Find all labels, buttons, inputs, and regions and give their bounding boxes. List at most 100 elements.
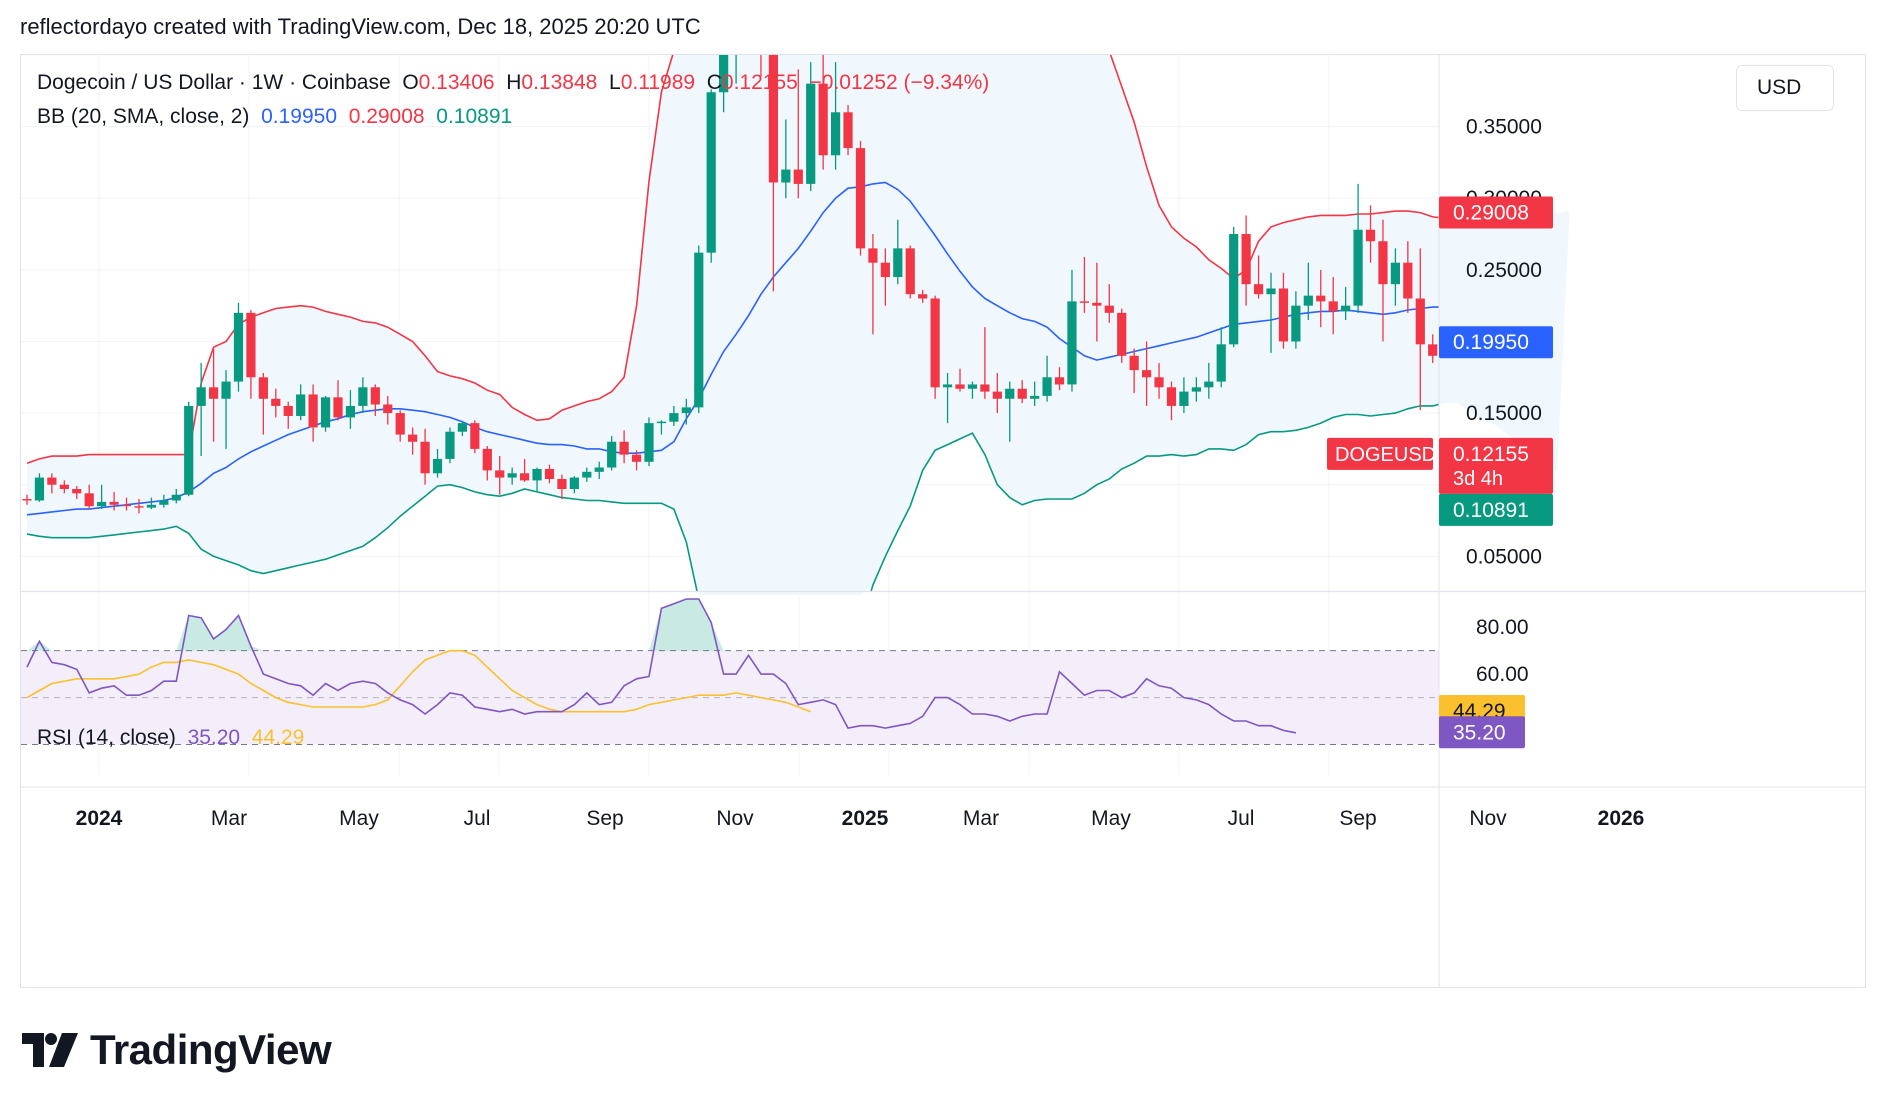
candle — [582, 467, 592, 482]
candle — [345, 390, 356, 429]
tradingview-logo-icon — [22, 1033, 78, 1067]
candle — [905, 245, 915, 299]
candle-body — [395, 413, 405, 435]
lower-band-badge: 0.10891 — [1453, 499, 1529, 522]
bollinger-lower-value: 0.10891 — [436, 105, 513, 128]
candle — [1092, 262, 1102, 342]
candle-body — [383, 404, 393, 414]
bollinger-legend[interactable]: BB (20, SMA, close, 2) 0.19950 0.29008 0… — [37, 105, 512, 129]
candle-body — [1428, 344, 1438, 356]
candle — [1278, 272, 1289, 349]
candle-body — [557, 478, 567, 490]
countdown-badge: 3d 4h — [1453, 468, 1503, 490]
candle — [694, 245, 704, 414]
candle — [520, 458, 530, 482]
candle-body — [893, 248, 903, 278]
candle-body — [880, 262, 890, 278]
candle — [408, 427, 418, 455]
symbol-title: Dogecoin / US Dollar · 1W · Coinbase — [37, 71, 391, 94]
candle-body — [1079, 301, 1089, 303]
candle-body — [818, 83, 828, 156]
candle-body — [320, 397, 331, 428]
candle — [59, 480, 69, 494]
candle — [1415, 248, 1425, 411]
symbol-tag: DOGEUSD — [1335, 444, 1436, 466]
candle — [271, 388, 281, 418]
bollinger-lines — [26, 55, 1439, 591]
upper-band-badge-bg — [1439, 196, 1553, 229]
bollinger-upper-line — [26, 55, 1439, 464]
candle — [631, 450, 642, 471]
candle-body — [1129, 355, 1139, 371]
candle-body — [719, 55, 729, 93]
candle — [482, 446, 492, 481]
candle-body — [1017, 388, 1027, 399]
candle-body — [308, 394, 318, 428]
candle-body — [258, 377, 268, 399]
candle — [209, 348, 219, 442]
candle-body — [905, 248, 915, 295]
candle — [706, 89, 716, 263]
symbol-legend: Dogecoin / US Dollar · 1W · Coinbase O0.… — [37, 71, 989, 95]
time-tick-label: May — [339, 807, 379, 830]
candle — [1291, 291, 1301, 349]
candle-body — [171, 494, 181, 501]
candle-body — [607, 441, 617, 468]
price-tick-label: 0.35000 — [1466, 116, 1542, 139]
candle — [1353, 183, 1363, 313]
candle — [1067, 269, 1077, 392]
candle — [719, 55, 729, 113]
rsi-tick-label: 80.00 — [1476, 616, 1529, 639]
candle — [159, 494, 169, 508]
candle — [283, 401, 293, 429]
candle — [34, 473, 45, 502]
close-label: C — [706, 71, 722, 94]
open-value: 0.13406 — [418, 71, 495, 94]
candle-body — [1229, 234, 1239, 345]
candle-body — [1092, 302, 1102, 306]
time-tick-label: Jul — [1228, 807, 1255, 830]
candle-body — [333, 397, 343, 418]
candle-body — [582, 471, 592, 478]
rsi-legend[interactable]: RSI (14, close) 35.20 44.29 — [37, 726, 304, 750]
candle — [1154, 362, 1164, 399]
candle-body — [84, 493, 94, 507]
candle — [669, 405, 679, 426]
candle-body — [1278, 288, 1289, 342]
candle-body — [358, 387, 368, 406]
candle — [1428, 334, 1438, 363]
candle-body — [669, 413, 679, 422]
candle-body — [793, 169, 803, 184]
candle — [22, 494, 32, 505]
candle — [121, 497, 132, 511]
candle — [420, 428, 430, 485]
candle — [320, 395, 331, 432]
candle-body — [1341, 305, 1351, 312]
candle — [109, 491, 119, 511]
candle-body — [1328, 301, 1338, 312]
rsi-axis-ticks: 80.00 60.00 — [1476, 616, 1529, 686]
candle — [333, 380, 343, 421]
candle-body — [532, 468, 542, 481]
currency-selector[interactable]: USD — [1736, 65, 1834, 111]
candle — [880, 248, 890, 306]
lower-band-badge-bg — [1439, 493, 1553, 526]
candle — [1328, 277, 1338, 335]
candle — [831, 62, 841, 170]
candle-body — [457, 423, 467, 432]
candle-body — [146, 504, 156, 508]
tradingview-brand[interactable]: TradingView — [22, 1026, 332, 1074]
last-price-badge-bg — [1439, 437, 1553, 494]
candle-body — [967, 384, 978, 389]
candle-body — [1565, 436, 1574, 453]
price-tick-label: 0.15000 — [1466, 402, 1542, 425]
candle — [1316, 269, 1326, 328]
candle — [171, 489, 181, 504]
candle-body — [843, 112, 853, 149]
candle — [1229, 226, 1239, 348]
candle — [457, 421, 467, 437]
candle-body — [569, 477, 579, 490]
